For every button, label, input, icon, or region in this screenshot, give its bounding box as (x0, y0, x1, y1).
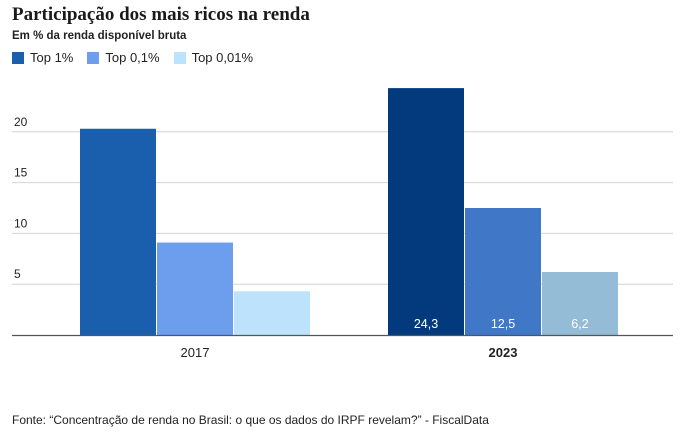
bar (80, 128, 156, 335)
x-category-label: 2023 (489, 345, 518, 360)
bar (542, 272, 618, 335)
y-tick-label: 10 (14, 216, 28, 230)
source-note: Fonte: “Concentração de renda no Brasil:… (12, 413, 489, 427)
y-tick-label: 5 (14, 267, 21, 281)
legend-swatch-top01 (87, 51, 100, 64)
legend-label-top1: Top 1% (30, 50, 74, 65)
bar (388, 88, 464, 335)
x-category-label: 2017 (181, 345, 210, 360)
legend-item-top01: Top 0,1% (87, 50, 160, 65)
legend: Top 1% Top 0,1% Top 0,01% (12, 50, 253, 65)
data-label: 24,3 (414, 317, 438, 331)
bar (465, 208, 541, 335)
bar (234, 291, 310, 335)
y-tick-label: 15 (14, 166, 28, 180)
legend-item-top1: Top 1% (12, 50, 73, 65)
legend-label-top01: Top 0,1% (105, 50, 160, 65)
legend-swatch-top001 (173, 51, 186, 64)
data-label: 12,5 (491, 317, 515, 331)
data-label: 6,2 (571, 317, 588, 331)
bar (157, 242, 233, 335)
chart-subtitle: Em % da renda disponível bruta (12, 30, 187, 42)
bar-chart: 5 10 15 20 24,3 12,5 6,2 2017 2023 (12, 88, 673, 360)
chart-title: Participação dos mais ricos na renda (12, 4, 310, 25)
legend-item-top001: Top 0,01% (173, 50, 254, 65)
legend-label-top001: Top 0,01% (191, 50, 254, 65)
y-tick-label: 20 (14, 115, 28, 129)
legend-swatch-top1 (12, 51, 24, 64)
